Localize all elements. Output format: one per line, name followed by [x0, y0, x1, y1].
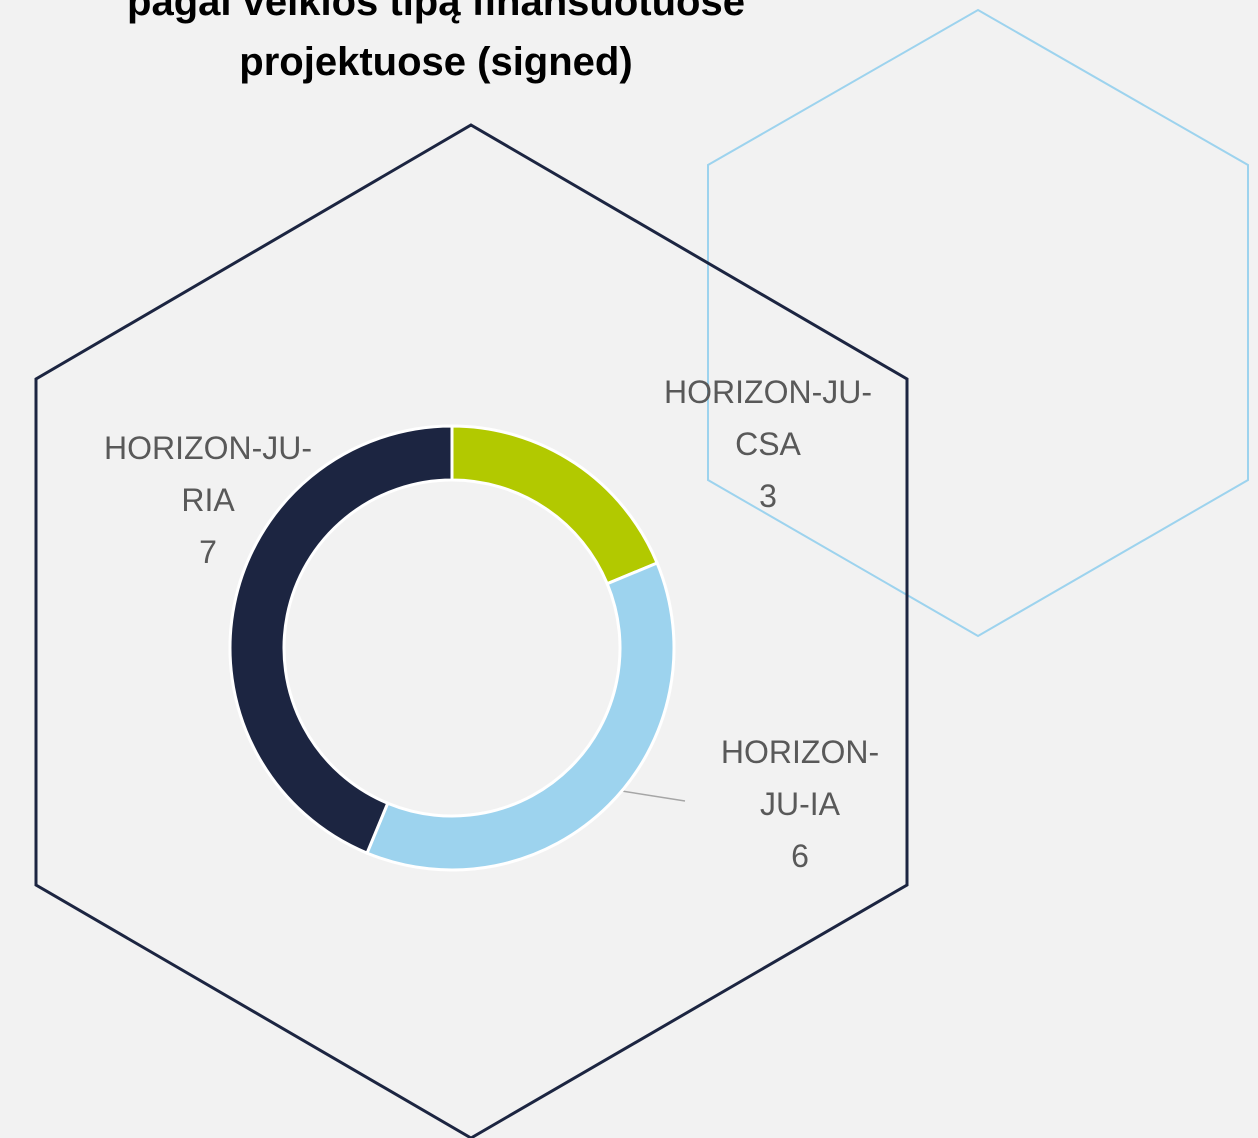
category-label: HORIZON-JU-CSA: [664, 374, 872, 462]
data-label: HORIZON-JU-CSA 3: [648, 366, 888, 522]
category-label: HORIZON-JU-IA: [720, 734, 880, 822]
donut-segment: [365, 561, 676, 872]
category-label: HORIZON-JU-RIA: [104, 430, 312, 518]
donut-segment: [228, 424, 454, 856]
hexagon-decoration: [707, 8, 1249, 638]
value-label: 3: [759, 478, 777, 514]
donut-segment: [450, 424, 660, 586]
value-label: 6: [791, 838, 809, 874]
data-label: HORIZON-JU-IA 6: [705, 726, 895, 882]
data-label: HORIZON-JU-RIA 7: [88, 422, 328, 578]
value-label: 7: [199, 534, 217, 570]
chart-title: pagal veiklos tipą finansuotuose projekt…: [127, 0, 745, 84]
hexagon-frame: [34, 123, 909, 1138]
